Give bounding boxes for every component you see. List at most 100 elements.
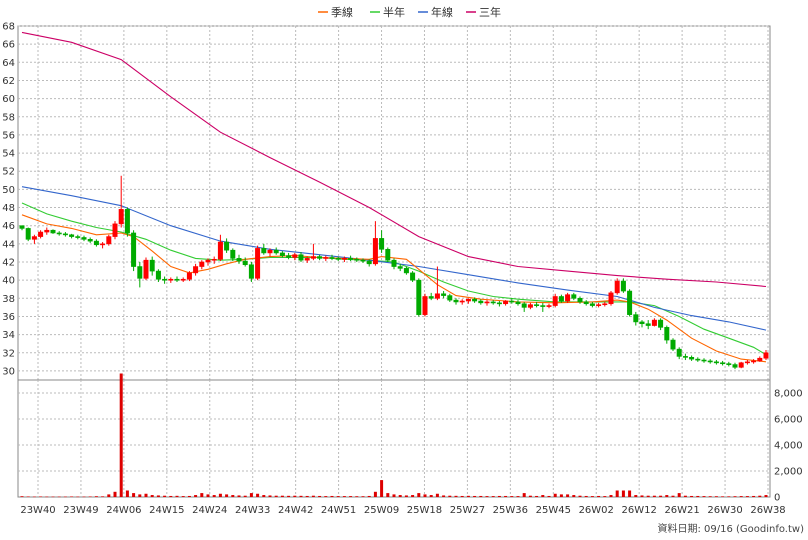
- candle-body: [763, 352, 769, 359]
- volume-bar: [733, 496, 737, 497]
- volume-bar: [423, 494, 427, 497]
- volume-bar: [125, 490, 129, 497]
- volume-bar: [553, 493, 557, 497]
- candle-body: [304, 258, 310, 261]
- candle-body: [620, 280, 626, 292]
- x-tick-label: 23W40: [20, 505, 55, 516]
- volume-bar: [466, 495, 470, 497]
- volume-bar: [448, 495, 452, 497]
- volume-bar: [516, 496, 520, 497]
- candle-body: [633, 314, 639, 323]
- x-axis: 23W40 23W49 24W06 24W15 24W24 24W33 24W42 24W51…: [20, 505, 785, 516]
- volume-bar: [163, 495, 167, 497]
- volume-bar: [101, 496, 105, 497]
- volume-bar: [615, 490, 619, 497]
- volume-bar: [677, 493, 681, 497]
- candle-body: [614, 280, 620, 294]
- x-tick-label: 24W06: [106, 505, 141, 516]
- candle-body: [521, 303, 527, 308]
- candle-body: [44, 229, 50, 233]
- candle-body: [744, 361, 750, 364]
- volume-bar: [609, 495, 613, 497]
- candle-body: [180, 278, 186, 281]
- candle-body: [348, 258, 354, 260]
- candle-body: [689, 357, 695, 360]
- volume-bar: [597, 495, 601, 497]
- candle-body: [434, 293, 440, 299]
- volume-bar: [138, 494, 142, 497]
- volume-bar: [646, 495, 650, 497]
- volume-bar: [411, 495, 415, 497]
- volume-bar: [144, 493, 148, 497]
- volume-tick-label: 8,000: [774, 389, 803, 400]
- volume-bar: [206, 494, 210, 497]
- candle-body: [583, 301, 589, 305]
- volume-bar: [497, 495, 501, 497]
- legend: 季線 半年 年線 三年: [318, 5, 501, 19]
- price-tick-label: 62: [2, 76, 15, 87]
- candle-body: [571, 294, 577, 299]
- volume-bar: [708, 496, 712, 497]
- candle-body: [397, 266, 403, 269]
- candle-body: [738, 362, 744, 368]
- price-tick-label: 52: [2, 167, 15, 178]
- volume-bar: [274, 495, 278, 497]
- candle-body: [720, 362, 726, 365]
- x-tick-label: 24W51: [321, 505, 356, 516]
- volume-bar: [485, 496, 489, 497]
- candle-body: [627, 290, 633, 315]
- candle-body: [261, 248, 267, 254]
- volume-bar: [169, 495, 173, 497]
- volume-bar: [504, 495, 508, 497]
- candle-body: [174, 278, 180, 281]
- candle-body: [323, 257, 329, 259]
- volume-bar: [758, 495, 762, 497]
- volume-bar: [659, 495, 663, 497]
- candle-body: [100, 243, 106, 246]
- ma-year-line: [21, 186, 767, 331]
- candle-body: [558, 296, 564, 302]
- volume-bar: [435, 493, 439, 497]
- candle-body: [131, 232, 137, 267]
- candle-body: [360, 259, 366, 262]
- price-tick-label: 56: [2, 130, 15, 141]
- volume-bar: [714, 496, 718, 497]
- price-tick-label: 54: [2, 149, 15, 160]
- candle-body: [676, 348, 682, 357]
- x-tick-label: 24W42: [278, 505, 313, 516]
- candle-body: [242, 260, 248, 266]
- price-tick-label: 64: [2, 58, 15, 69]
- legend-label: 半年: [383, 5, 405, 19]
- volume-bar: [745, 496, 749, 497]
- volume-bar: [473, 495, 477, 497]
- price-tick-label: 30: [2, 366, 15, 377]
- x-tick-label: 24W24: [192, 505, 227, 516]
- volume-bar: [528, 495, 532, 497]
- volume-bar: [386, 493, 390, 497]
- volume-bar: [94, 496, 98, 497]
- volume-bar: [218, 493, 222, 497]
- volume-bar: [367, 495, 371, 497]
- candle-body: [453, 299, 459, 303]
- candle-body: [335, 258, 341, 260]
- volume-bar: [20, 496, 24, 497]
- candle-body: [118, 209, 124, 225]
- volume-bar: [349, 496, 353, 497]
- candle-body: [298, 254, 304, 261]
- candle-body: [230, 249, 236, 259]
- price-tick-label: 32: [2, 348, 15, 359]
- volume-bar: [727, 496, 731, 497]
- volume-bar: [559, 494, 563, 497]
- volume-bar: [299, 495, 303, 497]
- candle-body: [465, 298, 471, 302]
- candle-body: [286, 255, 292, 258]
- candle-body: [472, 298, 478, 302]
- candle-body: [137, 266, 143, 279]
- candle-body: [664, 327, 670, 341]
- x-tick-label: 26W38: [750, 505, 785, 516]
- candle-body: [236, 258, 242, 262]
- candle-body: [695, 358, 701, 361]
- candle-body: [149, 259, 155, 272]
- volume-tick-label: 6,000: [774, 415, 803, 426]
- candle-body: [75, 236, 81, 238]
